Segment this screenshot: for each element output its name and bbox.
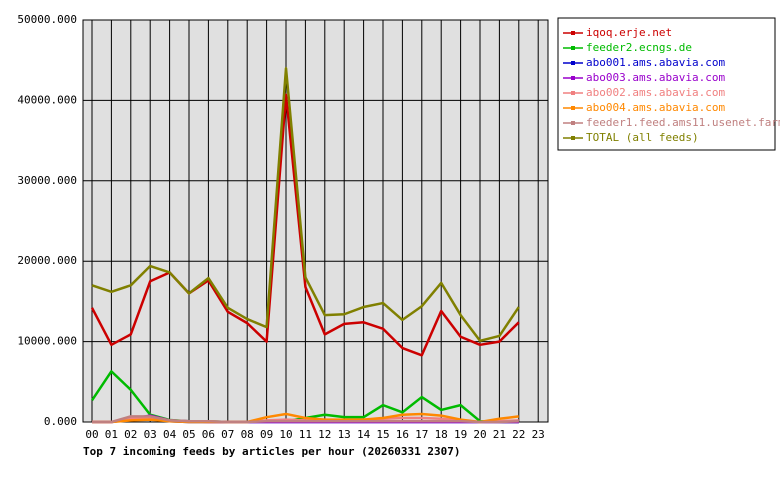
legend-label: feeder1.feed.ams11.usenet.farm: [586, 116, 780, 129]
x-tick-label: 08: [241, 428, 254, 441]
x-tick-label: 23: [532, 428, 545, 441]
x-tick-label: 00: [85, 428, 98, 441]
x-tick-label: 04: [163, 428, 177, 441]
x-tick-label: 18: [435, 428, 448, 441]
legend-label: TOTAL (all feeds): [586, 131, 699, 144]
y-tick-label: 10000.000: [17, 335, 77, 348]
legend-label: abo001.ams.abavia.com: [586, 56, 725, 69]
y-tick-label: 40000.000: [17, 93, 77, 106]
x-tick-label: 02: [124, 428, 137, 441]
x-tick-label: 06: [202, 428, 215, 441]
x-tick-label: 16: [396, 428, 409, 441]
x-tick-label: 21: [493, 428, 506, 441]
x-tick-label: 15: [376, 428, 389, 441]
legend-marker: [571, 76, 575, 80]
x-tick-label: 12: [318, 428, 331, 441]
y-tick-label: 50000.000: [17, 13, 77, 26]
legend-label: iqoq.erje.net: [586, 26, 672, 39]
legend-label: abo002.ams.abavia.com: [586, 86, 725, 99]
series-line: [92, 412, 519, 424]
x-tick-label: 13: [338, 428, 351, 441]
x-tick-label: 01: [105, 428, 118, 441]
x-tick-label: 14: [357, 428, 371, 441]
legend-marker: [571, 106, 575, 110]
x-tick-label: 20: [473, 428, 486, 441]
x-tick-label: 11: [299, 428, 312, 441]
x-tick-label: 03: [144, 428, 157, 441]
legend-label: abo003.ams.abavia.com: [586, 71, 725, 84]
legend-marker: [571, 31, 575, 35]
x-tick-label: 07: [221, 428, 234, 441]
legend-marker: [571, 46, 575, 50]
x-tick-label: 05: [182, 428, 195, 441]
legend-marker: [571, 91, 575, 95]
legend-label: abo004.ams.abavia.com: [586, 101, 725, 114]
series-line: [92, 415, 519, 424]
x-tick-label: 10: [279, 428, 292, 441]
y-tick-label: 0.000: [44, 415, 77, 428]
x-tick-label: 09: [260, 428, 273, 441]
chart-title: Top 7 incoming feeds by articles per hou…: [83, 445, 461, 458]
x-tick-label: 19: [454, 428, 467, 441]
y-tick-label: 30000.000: [17, 174, 77, 187]
legend-marker: [571, 121, 575, 125]
series-line: [90, 93, 520, 357]
y-tick-label: 20000.000: [17, 254, 77, 267]
legend-marker: [571, 61, 575, 65]
series-line: [91, 66, 520, 343]
legend-box: [557, 17, 776, 151]
legend-marker: [571, 136, 575, 140]
legend-label: feeder2.ecngs.de: [586, 41, 692, 54]
x-tick-label: 22: [512, 428, 525, 441]
x-tick-label: 17: [415, 428, 428, 441]
plot-area: [83, 20, 548, 422]
